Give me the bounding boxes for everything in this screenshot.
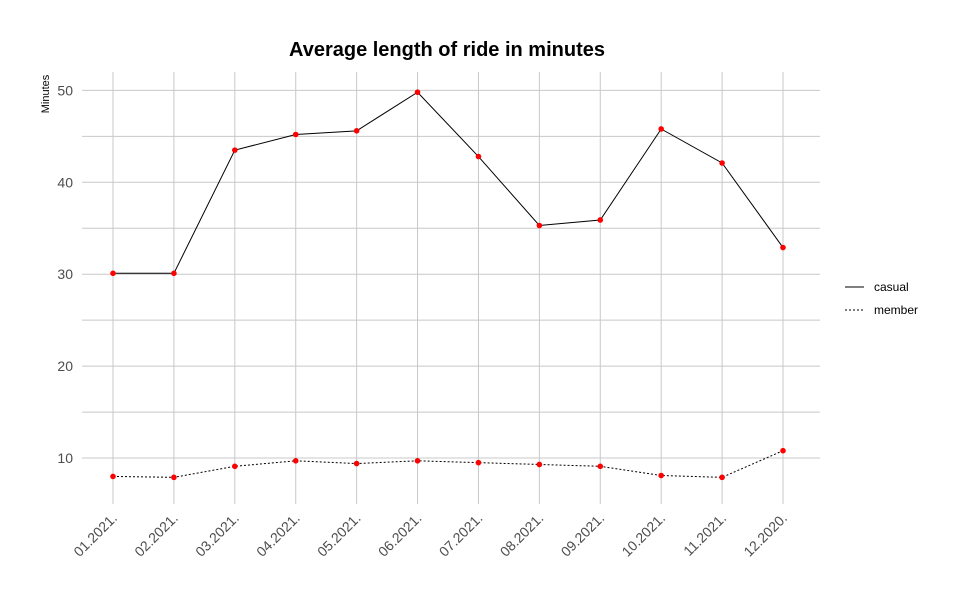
data-point-member	[353, 460, 360, 467]
legend: casual member	[845, 280, 918, 317]
series-lines	[112, 91, 784, 478]
data-point-casual	[110, 270, 116, 277]
x-tick-label: 11.2021.	[680, 510, 729, 559]
data-point-casual	[475, 153, 482, 160]
data-point-member	[171, 474, 177, 481]
x-tick-label: 05.2021.	[314, 510, 364, 560]
legend-label-casual: casual	[874, 280, 909, 294]
y-tick-label: 50	[57, 82, 73, 98]
x-tick-label: 02.2021.	[131, 510, 181, 560]
y-tick-label: 20	[57, 358, 73, 374]
data-point-member	[475, 459, 482, 466]
data-point-casual	[353, 128, 360, 134]
x-tick-label: 06.2021.	[375, 510, 425, 560]
data-point-casual	[536, 222, 543, 229]
x-tick-label: 04.2021.	[253, 510, 303, 560]
data-point-member	[658, 472, 664, 479]
series-line-casual	[113, 91, 784, 274]
data-point-member	[719, 474, 725, 481]
y-tick-label: 40	[57, 174, 73, 190]
data-point-casual	[780, 244, 786, 251]
data-point-casual	[719, 160, 725, 166]
data-point-casual	[597, 217, 604, 223]
legend-label-member: member	[874, 303, 918, 317]
data-point-member	[780, 447, 786, 454]
x-tick-label: 03.2021.	[192, 510, 242, 560]
y-tick-label: 10	[57, 450, 73, 466]
x-tick-labels: 01.2021. 02.2021. 03.2021. 04.2021. 05.2021.…	[70, 510, 790, 560]
y-tick-labels: 10 20 30 40 50	[57, 82, 73, 466]
grid-lines	[82, 72, 820, 504]
data-point-casual	[414, 89, 421, 96]
data-point-casual	[292, 131, 299, 138]
series-line-member	[112, 450, 784, 478]
x-tick-label: 10.2021.	[618, 510, 668, 560]
data-point-casual	[232, 147, 238, 153]
data-point-member	[110, 473, 116, 480]
x-tick-label: 07.2021.	[436, 510, 486, 560]
x-tick-label: 01.2021.	[70, 510, 120, 560]
data-points	[110, 89, 786, 481]
data-point-member	[414, 458, 421, 464]
data-point-casual	[658, 126, 664, 132]
x-tick-label: 08.2021.	[497, 510, 547, 560]
data-point-member	[292, 458, 299, 464]
y-axis-label: Minutes	[40, 74, 52, 113]
data-point-member	[597, 463, 604, 470]
x-tick-label: 12.2020.	[740, 510, 790, 560]
data-point-member	[536, 461, 543, 468]
chart-title: Average length of ride in minutes	[289, 39, 605, 61]
x-tick-label: 09.2021.	[558, 510, 608, 560]
data-point-casual	[171, 270, 177, 277]
data-point-member	[232, 463, 238, 470]
y-tick-label: 30	[57, 266, 73, 282]
